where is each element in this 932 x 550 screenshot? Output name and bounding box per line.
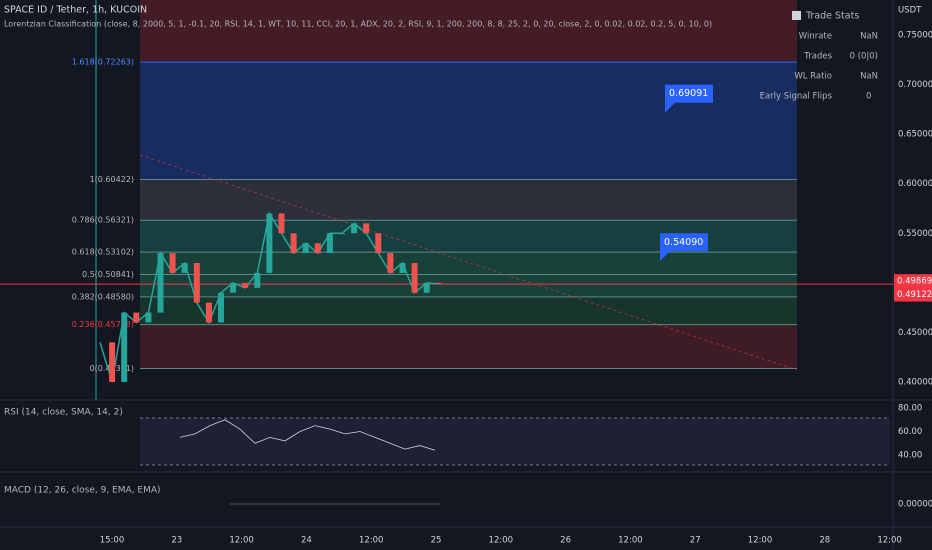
candle bbox=[290, 233, 297, 254]
time-tick: 28 bbox=[819, 536, 830, 546]
candle bbox=[314, 243, 321, 254]
candle bbox=[375, 233, 382, 254]
candle bbox=[399, 263, 406, 273]
time-tick: 27 bbox=[690, 536, 701, 546]
candle bbox=[230, 282, 237, 293]
candle bbox=[351, 223, 358, 234]
fib-label: 0.786(0.56321) bbox=[72, 216, 134, 225]
fib-label: 1.618(0.72263) bbox=[72, 58, 134, 67]
rsi-tick: 60.00 bbox=[898, 427, 922, 437]
candle bbox=[278, 213, 285, 234]
stats-key: Trades bbox=[803, 52, 832, 62]
fib-label: 0.618(0.53102) bbox=[72, 248, 134, 257]
time-tick: 23 bbox=[171, 536, 182, 546]
stats-key: Early Signal Flips bbox=[760, 92, 833, 102]
fib-zone bbox=[140, 252, 797, 275]
candle bbox=[181, 263, 188, 273]
candle bbox=[145, 312, 152, 323]
stats-key: WL Ratio bbox=[794, 72, 832, 82]
candle bbox=[326, 233, 333, 254]
fib-zone bbox=[140, 62, 797, 180]
rsi-line bbox=[179, 419, 436, 451]
time-tick: 12:00 bbox=[359, 536, 384, 546]
fib-zone bbox=[140, 179, 797, 221]
candle bbox=[266, 213, 273, 273]
candle bbox=[242, 282, 249, 288]
stats-title: Trade Stats bbox=[805, 11, 859, 22]
time-tick: 12:00 bbox=[489, 536, 514, 546]
candle bbox=[121, 312, 128, 382]
time-tick: 12:00 bbox=[618, 536, 643, 546]
time-tick: 12:00 bbox=[877, 536, 902, 546]
stats-key: Winrate bbox=[799, 32, 832, 42]
callout-label: 0.69091 bbox=[669, 88, 708, 99]
fib-zone bbox=[140, 296, 797, 325]
price-tick: 0.55000 bbox=[898, 229, 932, 239]
candle bbox=[302, 243, 309, 254]
callout bbox=[660, 233, 708, 262]
price-tick: 0.75000 bbox=[898, 31, 932, 41]
candle bbox=[157, 253, 164, 313]
rsi-label: RSI (14, close, SMA, 14, 2) bbox=[4, 408, 123, 418]
fib-label: 0.382(0.48580) bbox=[72, 292, 134, 301]
stats-value: 0 (0|0) bbox=[850, 52, 878, 62]
candle bbox=[218, 292, 224, 323]
price-tick: 0.70000 bbox=[898, 80, 932, 90]
fib-zone bbox=[140, 324, 797, 369]
candle bbox=[109, 342, 116, 382]
currency: USDT bbox=[898, 6, 922, 16]
price-tag-label: 0.49869 bbox=[897, 277, 932, 287]
candle bbox=[423, 282, 430, 293]
time-tick: 26 bbox=[560, 536, 571, 546]
price-tick: 0.65000 bbox=[898, 130, 932, 140]
macd-label: MACD (12, 26, close, 9, EMA, EMA) bbox=[4, 486, 161, 496]
callout bbox=[665, 84, 713, 113]
stats-value: 0 bbox=[866, 92, 871, 102]
candle bbox=[254, 272, 261, 288]
time-tick: 12:00 bbox=[748, 536, 773, 546]
fib-zone bbox=[140, 0, 797, 63]
macd-tick: 0.00000 bbox=[898, 500, 932, 510]
candle bbox=[133, 312, 140, 323]
candle bbox=[363, 223, 370, 234]
fib-label: 0.236(0.45788) bbox=[72, 320, 134, 329]
callout-label: 0.54090 bbox=[664, 237, 703, 248]
symbol: SPACE ID / Tether, 1h, KUCOIN bbox=[4, 5, 147, 16]
candle bbox=[193, 263, 200, 303]
candle bbox=[411, 263, 418, 293]
fib-zone bbox=[140, 274, 797, 297]
trend-line bbox=[139, 154, 798, 371]
stats-value: NaN bbox=[860, 32, 878, 42]
price-tick: 0.45000 bbox=[898, 328, 932, 338]
time-tick: 25 bbox=[431, 536, 442, 546]
price-tag-label: 0.49122 bbox=[897, 290, 932, 300]
candle bbox=[169, 253, 176, 273]
indicator: Lorentzian Classification (close, 8, 200… bbox=[4, 20, 712, 29]
candle bbox=[339, 233, 345, 235]
stats-value: NaN bbox=[860, 72, 878, 82]
time-tick: 12:00 bbox=[229, 536, 254, 546]
price-tick: 0.60000 bbox=[898, 179, 932, 189]
checkbox[interactable] bbox=[792, 11, 801, 20]
rsi-tick: 80.00 bbox=[898, 404, 922, 414]
candle bbox=[205, 302, 212, 323]
rsi-tick: 40.00 bbox=[898, 451, 922, 461]
fib-label: 1(0.60422) bbox=[90, 175, 134, 184]
price-tag bbox=[894, 274, 932, 289]
fib-label: 0.5(0.50841) bbox=[82, 270, 134, 279]
time-tick: 15:00 bbox=[100, 536, 125, 546]
price-tick: 0.40000 bbox=[898, 378, 932, 388]
rsi-band bbox=[140, 418, 890, 465]
time-tick: 24 bbox=[301, 536, 312, 546]
price-series bbox=[99, 211, 439, 383]
candle bbox=[435, 282, 442, 284]
price-tag bbox=[894, 287, 932, 302]
candle bbox=[387, 253, 394, 273]
